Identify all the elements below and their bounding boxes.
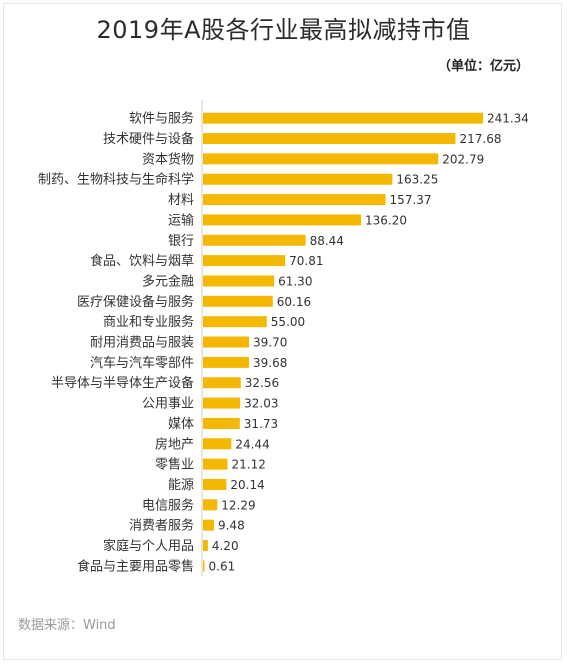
category-label: 零售业 (155, 457, 194, 473)
data-label: 21.12 (231, 458, 265, 472)
bar (203, 356, 250, 368)
category-label: 能源 (168, 478, 194, 493)
data-label: 4.20 (212, 539, 239, 553)
category-label: 电信服务 (142, 497, 194, 513)
category-label: 技术硬件与设备 (103, 131, 194, 147)
category-label: 消费者服务 (129, 518, 194, 534)
bar (203, 438, 232, 450)
bar (203, 112, 483, 124)
data-label: 60.16 (277, 295, 311, 309)
bar (203, 519, 214, 531)
category-label: 食品、饮料与烟草 (90, 253, 194, 269)
category-label: 制药、生物科技与生命科学 (38, 172, 194, 188)
data-label: 39.68 (253, 356, 287, 370)
bar-chart: 软件与服务 241.34 技术硬件与设备 217.68 资本货物 202.79 制药、生物科… (38, 100, 529, 577)
data-label: 70.81 (289, 254, 323, 268)
data-label: 163.25 (396, 173, 438, 187)
bar (203, 417, 240, 429)
category-label: 医疗保健设备与服务 (77, 294, 194, 310)
chart-title: 2019年A股各行业最高拟减持市值 (96, 16, 471, 44)
source-note: 数据来源：Wind (18, 618, 116, 633)
category-label: 公用事业 (142, 397, 194, 412)
category-label: 媒体 (168, 417, 194, 432)
bar (203, 377, 241, 389)
category-label: 多元金融 (142, 273, 194, 289)
data-label: 136.20 (365, 213, 407, 227)
data-label: 31.73 (244, 417, 278, 431)
bar (203, 540, 208, 552)
chart-frame (3, 3, 562, 660)
bar (203, 336, 250, 348)
data-label: 241.34 (487, 112, 529, 126)
bar (203, 275, 275, 287)
data-label: 0.61 (209, 559, 236, 573)
unit-label: （单位：亿元） (437, 59, 529, 74)
bar (203, 153, 439, 165)
bar (203, 316, 267, 328)
category-label: 资本货物 (142, 151, 194, 167)
bar (203, 478, 227, 490)
data-label: 39.70 (253, 336, 287, 350)
bar (203, 397, 241, 409)
bar (203, 458, 228, 470)
bar (203, 560, 205, 572)
bar (203, 295, 273, 307)
category-label: 食品与主要用品零售 (77, 558, 194, 574)
category-label: 汽车与汽车零部件 (90, 355, 194, 371)
bar (203, 499, 218, 511)
data-label: 157.37 (390, 193, 432, 207)
category-label: 银行 (168, 234, 194, 249)
data-label: 55.00 (271, 315, 305, 329)
category-label: 家庭与个人用品 (103, 538, 194, 554)
bar (203, 255, 286, 267)
data-label: 32.56 (245, 376, 279, 390)
category-label: 半导体与半导体生产设备 (51, 375, 194, 391)
data-label: 61.30 (278, 274, 312, 288)
data-label: 12.29 (221, 498, 255, 512)
category-label: 耐用消费品与服装 (90, 336, 194, 351)
data-label: 217.68 (460, 132, 502, 146)
category-label: 房地产 (155, 436, 194, 452)
category-label: 软件与服务 (129, 111, 194, 127)
bar (203, 234, 306, 246)
bar (203, 173, 393, 185)
bar (203, 214, 361, 226)
category-label: 运输 (168, 212, 194, 228)
bar (203, 194, 386, 206)
data-label: 32.03 (244, 397, 278, 411)
data-label: 20.14 (230, 478, 264, 492)
category-label: 材料 (168, 193, 194, 208)
data-label: 202.79 (442, 152, 484, 166)
data-label: 9.48 (218, 519, 245, 533)
data-label: 88.44 (310, 234, 344, 248)
category-label: 商业和专业服务 (103, 314, 194, 330)
data-label: 24.44 (235, 437, 269, 451)
bar (203, 133, 456, 145)
